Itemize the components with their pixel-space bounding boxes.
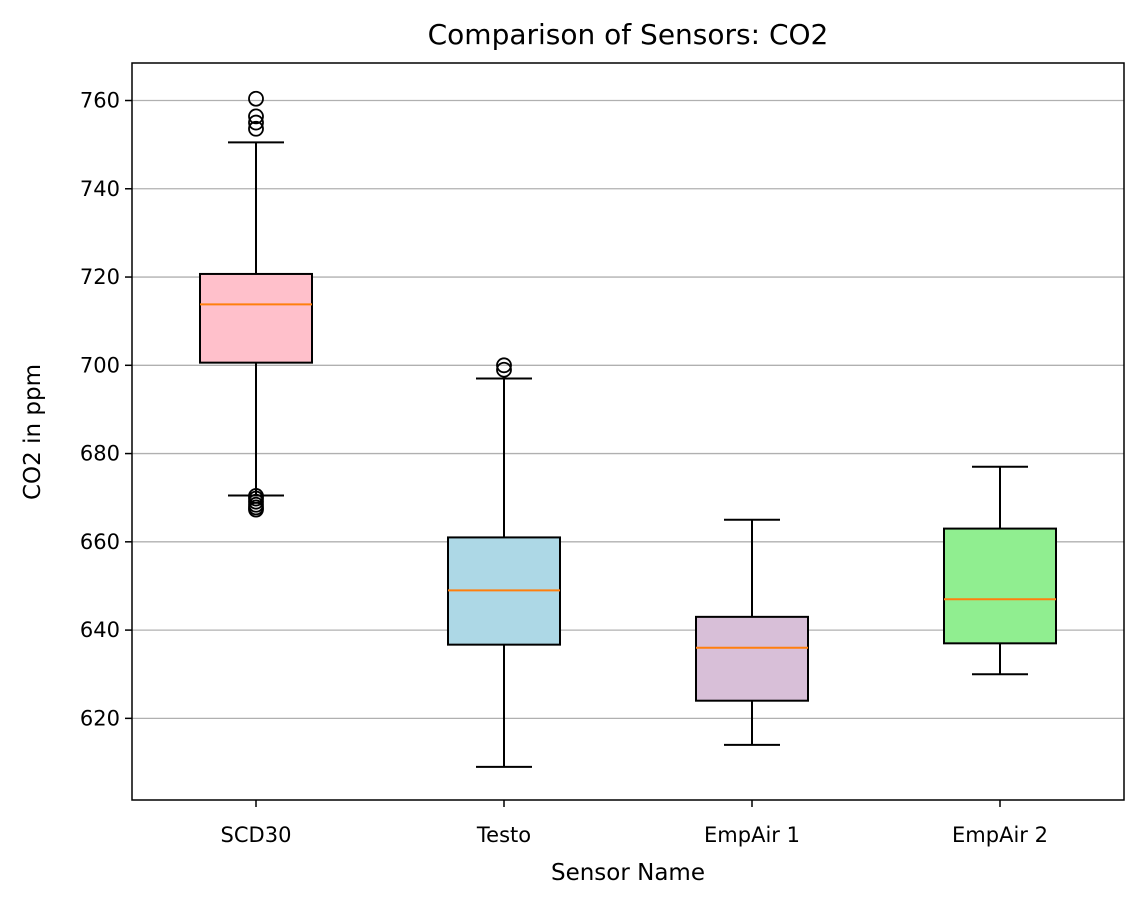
box-testo bbox=[447, 357, 561, 768]
y-tick-label: 700 bbox=[80, 353, 120, 377]
outlier-point bbox=[248, 90, 264, 107]
y-tick-label: 720 bbox=[80, 265, 120, 289]
outlier-point bbox=[496, 361, 512, 378]
y-tick-label: 680 bbox=[80, 442, 120, 466]
outlier-point bbox=[248, 488, 264, 504]
box-body bbox=[695, 615, 809, 702]
y-tick-label: 740 bbox=[80, 177, 120, 201]
x-axis-label: Sensor Name bbox=[551, 860, 705, 886]
plot-frame bbox=[131, 62, 1125, 801]
x-tick-label: EmpAir 2 bbox=[952, 823, 1048, 847]
y-axis-ticks: 620 640 660 680 700 720 740 760 bbox=[80, 89, 132, 730]
y-tick-label: 660 bbox=[80, 530, 120, 554]
y-tick-label: 640 bbox=[80, 618, 120, 642]
x-axis-ticks: SCD30 Testo EmpAir 1 EmpAir 2 bbox=[221, 800, 1048, 847]
outlier-point bbox=[248, 120, 264, 137]
chart-title: Comparison of Sensors: CO2 bbox=[428, 18, 829, 51]
box-empair-1 bbox=[695, 518, 809, 746]
box-scd30 bbox=[199, 90, 313, 518]
outlier-point bbox=[248, 108, 264, 125]
box-body bbox=[943, 527, 1057, 645]
y-tick-label: 760 bbox=[80, 89, 120, 113]
x-tick-label: Testo bbox=[476, 823, 531, 847]
x-tick-label: SCD30 bbox=[221, 823, 292, 847]
y-tick-label: 620 bbox=[80, 706, 120, 730]
outlier-point bbox=[496, 357, 512, 374]
box-empair-2 bbox=[943, 465, 1057, 676]
box-body bbox=[199, 272, 313, 364]
y-axis-label: CO2 in ppm bbox=[20, 364, 46, 500]
x-tick-label: EmpAir 1 bbox=[704, 823, 800, 847]
outlier-point bbox=[248, 114, 264, 131]
box-series bbox=[199, 90, 1057, 768]
grid-lines bbox=[132, 99, 1124, 720]
